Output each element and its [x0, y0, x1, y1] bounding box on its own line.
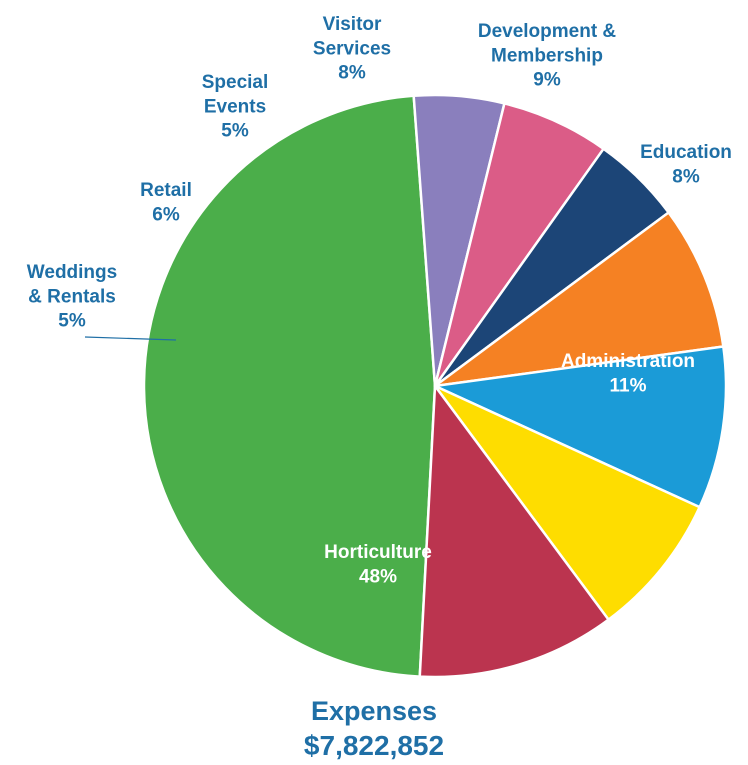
slice-administration [418, 384, 610, 679]
value-administration: 11% [610, 375, 647, 396]
value-weddings-and-rentals: 5% [58, 311, 86, 332]
weddings-rentals-leader-line [84, 336, 177, 341]
label-visitor-services: Visitor Services 8% [313, 14, 391, 84]
value-education: 8% [672, 166, 700, 187]
pie-slices [142, 93, 728, 679]
slice-labels: Horticulture 48% Weddings & Rentals 5% Retail… [27, 14, 732, 587]
slice-horticulture [142, 94, 437, 678]
value-special-events: 5% [221, 121, 249, 142]
value-development-and-membership: 9% [533, 70, 561, 91]
label-administration: Administration 11% [561, 351, 695, 396]
label-development-and-membership: Development & Membership 9% [478, 21, 617, 91]
label-special-events: Special Events 5% [202, 72, 269, 142]
chart-title: Expenses [310, 696, 438, 726]
label-horticulture: Horticulture 48% [324, 542, 432, 587]
label-education: Education 8% [640, 142, 732, 187]
expenses-total: $7,822,852 [303, 730, 445, 761]
label-weddings-and-rentals: Weddings & Rentals 5% [27, 262, 117, 332]
value-retail: 6% [152, 204, 180, 225]
slice-education [433, 384, 701, 621]
value-horticulture: 48% [359, 566, 397, 587]
value-visitor-services: 8% [338, 63, 366, 84]
slice-visitor-services [433, 211, 725, 388]
label-retail: Retail 6% [140, 180, 192, 225]
slice-development-and-membership [433, 345, 728, 509]
